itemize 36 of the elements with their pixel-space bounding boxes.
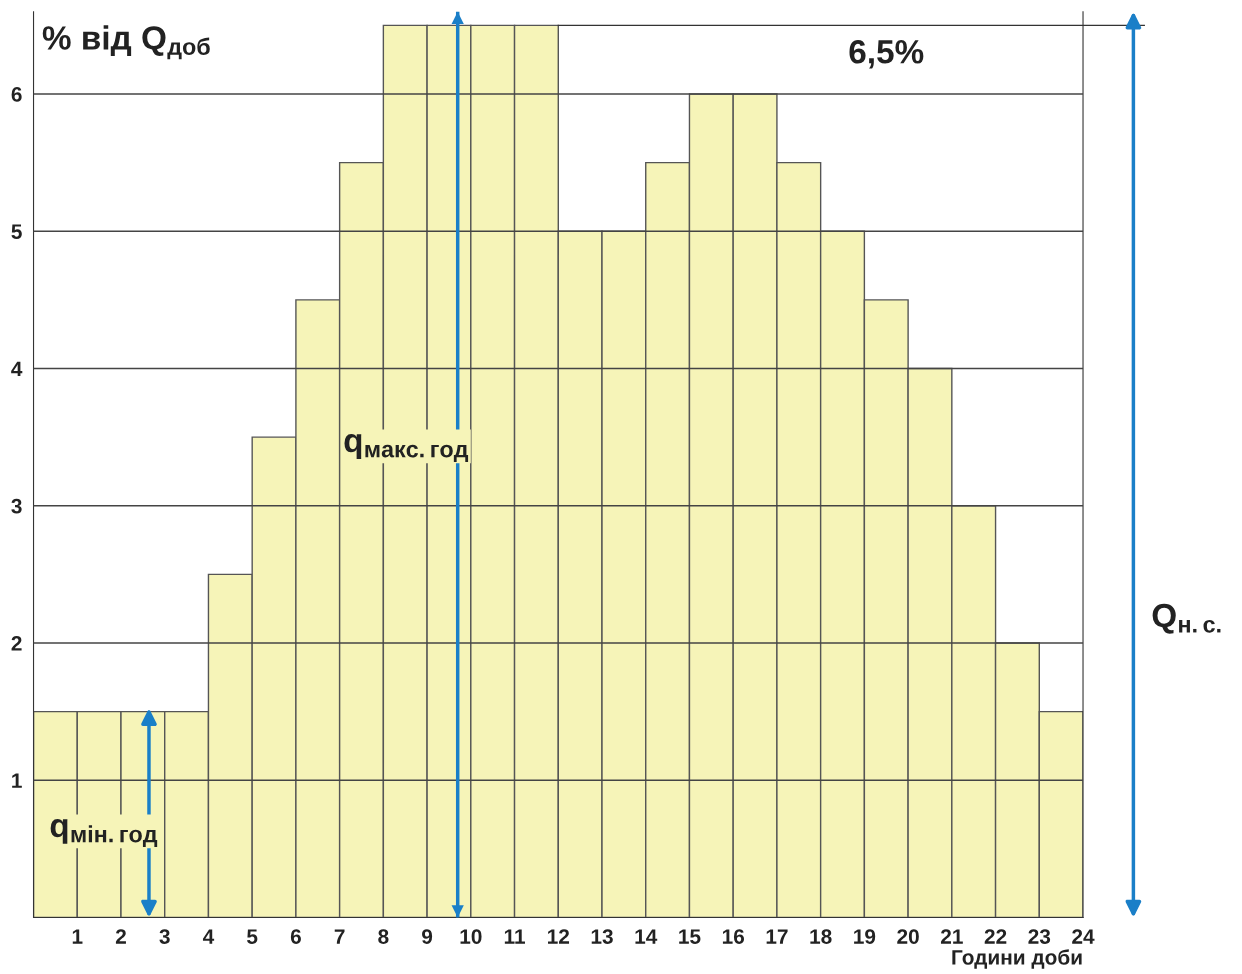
- x-tick-label: 12: [548, 929, 570, 944]
- x-tick-label: 22: [984, 929, 1007, 944]
- x-tick-label: 15: [679, 929, 701, 944]
- x-tick-label: 17: [766, 929, 788, 944]
- x-tick-label: 10: [460, 929, 482, 944]
- x-tick-label: 4: [202, 929, 215, 944]
- x-tick-label: 21: [940, 929, 963, 944]
- x-tick-label: 14: [635, 929, 658, 944]
- x-tick-label: 16: [722, 929, 745, 944]
- ref-line-label: 6,5%: [849, 40, 924, 69]
- x-tick-label: 24: [1072, 929, 1095, 944]
- y-tick-label: 5: [11, 224, 22, 240]
- x-tick-label: 6: [290, 929, 301, 944]
- x-tick-label: 9: [422, 929, 433, 944]
- x-tick-label: 3: [159, 929, 170, 944]
- x-axis-title: Години доби: [952, 949, 1082, 969]
- x-tick-label: 1: [72, 929, 83, 944]
- x-tick-label: 19: [854, 929, 876, 944]
- x-tick-label: 2: [115, 929, 126, 944]
- y-tick-label: 2: [11, 636, 22, 651]
- x-tick-label: 23: [1028, 929, 1051, 944]
- x-tick-label: 20: [897, 929, 919, 944]
- y-tick-label: 6: [11, 87, 22, 102]
- y-axis-title: % від Q$_{доб}$: [42, 25, 210, 60]
- y-tick-label: 4: [11, 361, 23, 377]
- y-tick-label: 1: [12, 773, 22, 788]
- annotation: q$_{мін.год}$: [50, 818, 158, 847]
- x-tick-label: 11: [504, 929, 525, 944]
- annotation: q$_{макс.год}$: [344, 434, 469, 462]
- x-tick-label: 13: [591, 929, 613, 944]
- text: Q$_{н.с.}$: [1152, 603, 1221, 634]
- x-tick-label: 18: [810, 929, 832, 944]
- x-tick-label: 8: [378, 929, 389, 944]
- x-tick-label: 7: [334, 929, 345, 944]
- y-tick-label: 3: [11, 498, 22, 514]
- x-tick-label: 5: [247, 929, 258, 944]
